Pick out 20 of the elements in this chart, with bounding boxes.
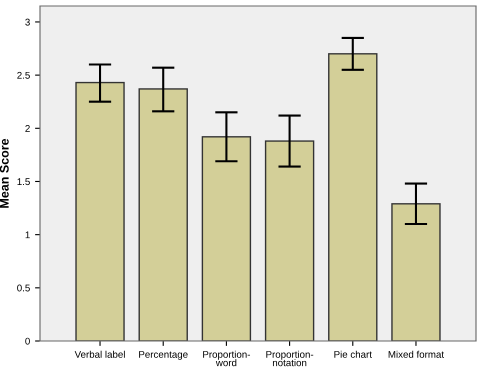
x-tick-label: Proportion- word (203, 350, 250, 366)
x-tick-label: Verbal label (74, 350, 125, 358)
y-tick-label: 1 (26, 231, 30, 238)
bar (264, 140, 314, 341)
bar (391, 203, 441, 341)
bar (138, 88, 188, 341)
bar (75, 82, 125, 341)
bar (202, 136, 252, 341)
y-tick-label: 2 (25, 125, 30, 132)
x-tick-label: Mixed format (388, 350, 444, 358)
x-tick-label: Proportion- notation (266, 350, 314, 366)
y-tick-label: 3 (25, 18, 30, 26)
y-tick-label: 0 (25, 338, 30, 345)
y-tick-label: 0.5 (17, 284, 30, 292)
y-axis-title: Mean Score (0, 138, 9, 208)
y-tick-label: 1.5 (18, 178, 30, 186)
bar (328, 53, 378, 341)
x-tick-label: Percentage (139, 351, 188, 360)
x-tick-label: Pie chart (334, 350, 372, 358)
y-tick-label: 2.5 (17, 72, 30, 79)
